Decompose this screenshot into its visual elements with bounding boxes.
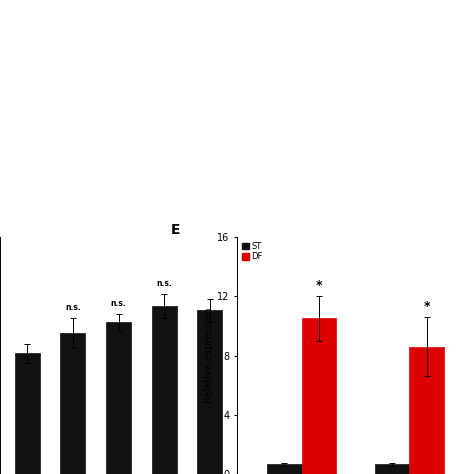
Bar <box>15 353 40 474</box>
Legend: ST, DF: ST, DF <box>241 241 264 262</box>
Text: n.s.: n.s. <box>65 303 81 312</box>
Text: E: E <box>171 223 180 237</box>
Bar <box>106 322 131 474</box>
Text: *: * <box>423 300 430 312</box>
Text: *: * <box>316 279 322 292</box>
Bar <box>301 319 336 474</box>
Bar <box>375 465 410 474</box>
Y-axis label: Relative expression: Relative expression <box>204 308 214 403</box>
Bar <box>267 465 301 474</box>
Text: n.s.: n.s. <box>110 299 127 308</box>
Bar <box>197 310 222 474</box>
Bar <box>410 346 444 474</box>
Text: n.s.: n.s. <box>156 279 172 288</box>
Bar <box>60 333 85 474</box>
Bar <box>152 306 177 474</box>
